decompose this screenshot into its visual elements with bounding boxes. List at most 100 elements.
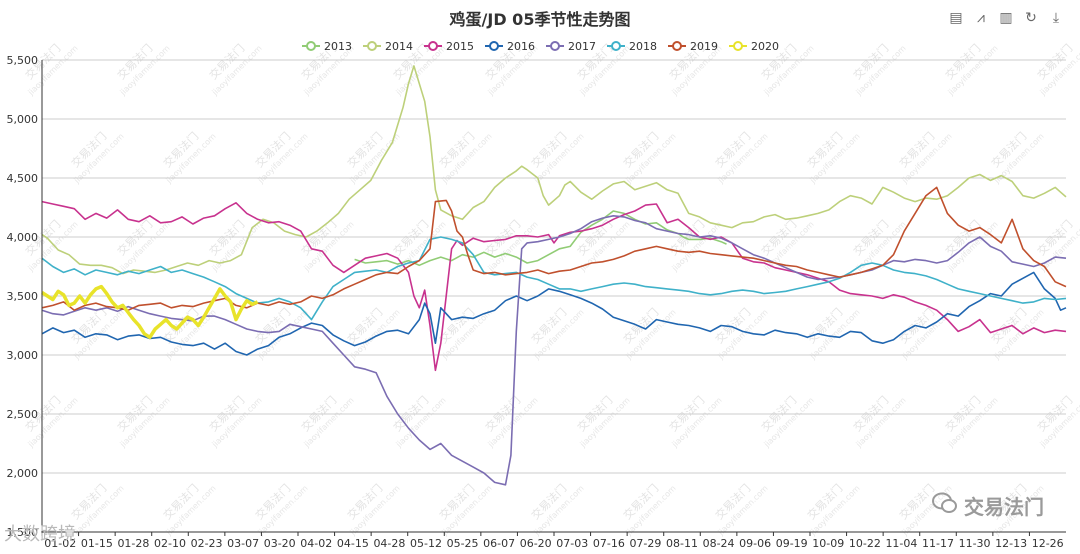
x-tick-label: 12-13: [995, 537, 1027, 550]
series-line-2016: [41, 271, 1067, 356]
data-view-icon[interactable]: ▤: [949, 10, 963, 26]
x-tick-label: 07-16: [593, 537, 625, 550]
save-image-icon[interactable]: ⤓: [1052, 10, 1060, 26]
x-tick-label: 08-24: [703, 537, 735, 550]
legend-label: 2018: [629, 40, 657, 53]
watermark-logo: 交易法门: [932, 491, 1044, 520]
series-line-2019: [41, 186, 1067, 311]
y-tick-label: 4,500: [7, 172, 39, 185]
series-line-2017: [41, 215, 1067, 486]
x-tick-label: 10-22: [849, 537, 881, 550]
legend-swatch-marker: [428, 41, 438, 51]
y-tick-label: 3,500: [7, 290, 39, 303]
legend-swatch-marker: [550, 41, 560, 51]
x-tick-label: 07-03: [556, 537, 588, 550]
x-tick-label: 07-29: [629, 537, 661, 550]
legend-item-2015[interactable]: 2015: [424, 40, 474, 53]
x-tick-label: 11-30: [959, 537, 991, 550]
x-tick-label: 05-12: [410, 537, 442, 550]
x-tick-label: 08-11: [666, 537, 698, 550]
x-tick-label: 12-26: [1032, 537, 1064, 550]
legend-swatch-marker: [611, 41, 621, 51]
legend-item-2018[interactable]: 2018: [607, 40, 657, 53]
series-line-2020: [41, 284, 259, 340]
legend-item-2020[interactable]: 2020: [729, 40, 779, 53]
series-layer: [41, 65, 1067, 486]
legend-item-2013[interactable]: 2013: [302, 40, 352, 53]
watermark-brand: 交易法门: [964, 495, 1044, 519]
x-tick-label: 03-20: [264, 537, 296, 550]
restore-icon[interactable]: ↻: [1025, 10, 1037, 26]
y-tick-label: 2,500: [7, 408, 39, 421]
y-tick-label: 3,000: [7, 349, 39, 362]
legend-swatch-marker: [733, 41, 743, 51]
legend-swatch-marker: [367, 41, 377, 51]
bar-switch-icon[interactable]: ▥: [999, 10, 1013, 26]
legend-swatch-marker: [672, 41, 682, 51]
grid-layer: [42, 59, 1066, 533]
legend-label: 2014: [385, 40, 413, 53]
legend-item-2017[interactable]: 2017: [546, 40, 596, 53]
x-tick-label: 11-17: [922, 537, 954, 550]
legend-label: 2015: [446, 40, 474, 53]
legend-label: 2017: [568, 40, 596, 53]
y-tick-label: 5,000: [7, 113, 39, 126]
x-tick-label: 02-23: [191, 537, 223, 550]
legend-item-2016[interactable]: 2016: [485, 40, 535, 53]
legend-item-2019[interactable]: 2019: [668, 40, 718, 53]
x-tick-label: 02-10: [154, 537, 186, 550]
x-tick-label: 04-15: [337, 537, 369, 550]
wechat-icon: [932, 492, 958, 519]
x-tick-label: 05-25: [447, 537, 479, 550]
x-tick-label: 03-07: [227, 537, 259, 550]
line-switch-icon[interactable]: ⩘: [977, 10, 985, 26]
y-tick-label: 5,500: [7, 54, 39, 67]
axis-layer: 1,500 2,000 2,500 3,000 3,500 4,000 4,500 5,000…: [7, 54, 1066, 550]
y-tick-label: 2,000: [7, 467, 39, 480]
legend-item-2014[interactable]: 2014: [363, 40, 413, 53]
chart-title: 鸡蛋/JD 05季节性走势图: [449, 10, 631, 29]
legend-label: 2013: [324, 40, 352, 53]
legend-label: 2016: [507, 40, 535, 53]
watermark-source: 大数跨境: [4, 524, 76, 545]
x-tick-label: 01-15: [81, 537, 113, 550]
legend[interactable]: 2013 2014 2015 2016 2017 2018 2019 2020: [302, 40, 779, 53]
